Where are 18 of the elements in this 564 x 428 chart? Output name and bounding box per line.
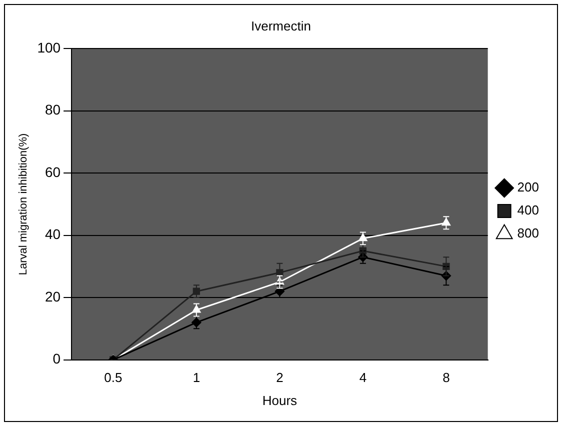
y-tick-label: 40 bbox=[44, 226, 61, 242]
chart-title: Ivermectin bbox=[251, 18, 311, 34]
legend-label: 800 bbox=[517, 226, 540, 241]
legend-label: 200 bbox=[517, 180, 540, 195]
y-tick-label: 100 bbox=[37, 39, 61, 56]
x-tick-label: 1 bbox=[192, 370, 200, 386]
x-tick-label: 8 bbox=[442, 370, 450, 386]
x-axis-title: Hours bbox=[262, 392, 298, 408]
y-tick-label: 60 bbox=[44, 164, 61, 180]
y-tick-label: 20 bbox=[44, 288, 61, 304]
point bbox=[192, 305, 201, 313]
y-tick-label: 0 bbox=[52, 350, 61, 367]
y-tick-label: 80 bbox=[44, 102, 61, 118]
y-axis-title: Larval migration inhibition(%) bbox=[18, 133, 30, 276]
x-tick-label: 0.5 bbox=[104, 370, 122, 386]
x-tick-label: 2 bbox=[276, 370, 284, 386]
x-tick-label: 4 bbox=[359, 370, 367, 386]
legend-label: 400 bbox=[517, 202, 540, 218]
